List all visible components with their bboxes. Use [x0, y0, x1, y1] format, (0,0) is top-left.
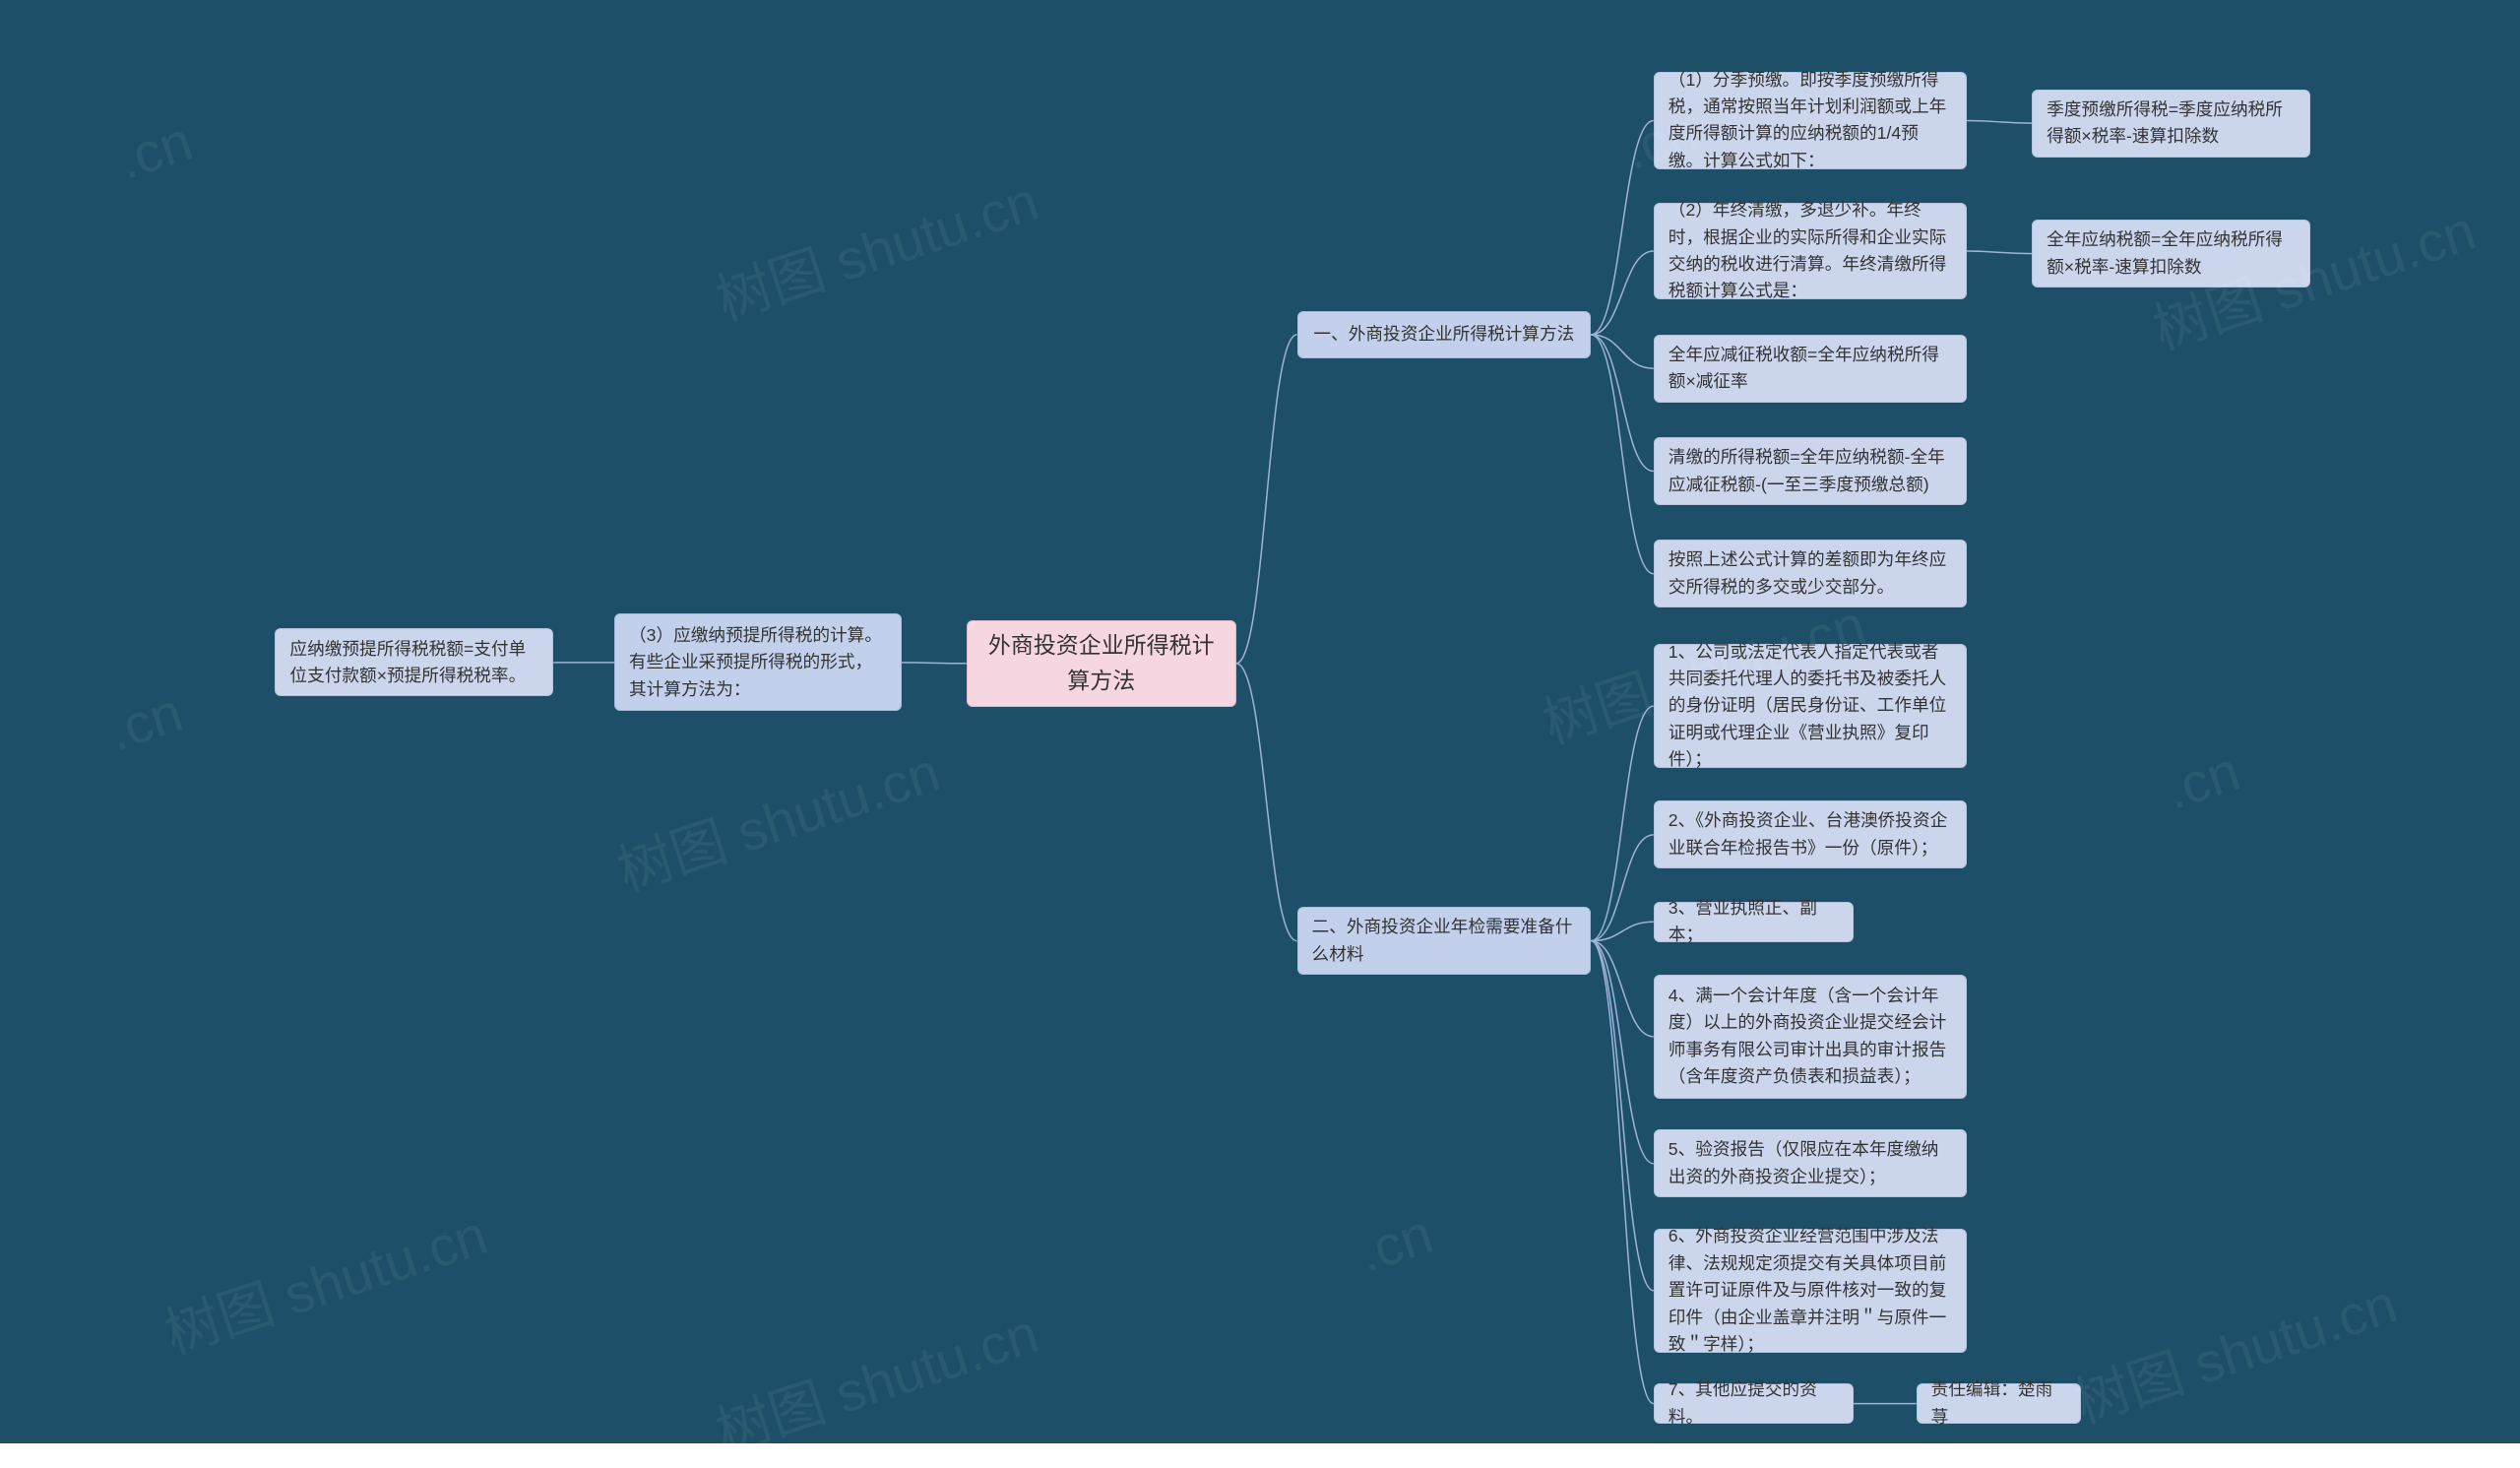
branch-2-item-2: 2、《外商投资企业、台港澳侨投资企业联合年检报告书》一份（原件）；: [1654, 800, 1967, 868]
branch-2-item-3: 3、营业执照正、副本；: [1654, 902, 1854, 942]
watermark: .cn: [1351, 1201, 1440, 1285]
watermark: 树图 shutu.cn: [705, 1290, 1047, 1468]
watermark: .cn: [110, 108, 200, 192]
branch-2-item-7-editor: 责任编辑：楚雨荨: [1917, 1383, 2082, 1424]
branch-2-item-6: 6、外商投资企业经营范围中涉及法律、法规规定须提交有关具体项目前置许可证原件及与…: [1654, 1229, 1967, 1352]
watermark: 树图 shutu.cn: [606, 729, 949, 908]
root-node: 外商投资企业所得税计算方法: [967, 620, 1236, 707]
connection-lines: [0, 0, 2520, 1443]
left-node-3: （3）应缴纳预提所得税的计算。有些企业采预提所得税的形式，其计算方法为：: [614, 613, 902, 711]
branch-1-item-3: 全年应减征税收额=全年应纳税所得额×减征率: [1654, 335, 1967, 403]
branch-1-item-1-formula: 季度预缴所得税=季度应纳税所得额×税率-速算扣除数: [2032, 90, 2310, 158]
watermark: .cn: [100, 679, 190, 763]
watermark: 树图 shutu.cn: [705, 158, 1047, 337]
mindmap-canvas: 外商投资企业所得税计算方法 （3）应缴纳预提所得税的计算。有些企业采预提所得税的…: [0, 0, 2520, 1443]
branch-1-item-4: 清缴的所得税额=全年应纳税额-全年应减征税额-(一至三季度预缴总额): [1654, 437, 1967, 505]
watermark: 树图 shutu.cn: [2063, 1260, 2406, 1439]
branch-2-item-7: 7、其他应提交的资料。: [1654, 1383, 1854, 1424]
branch-1-item-1: （1）分季预缴。即按季度预缴所得税，通常按照当年计划利润额或上年度所得额计算的应…: [1654, 72, 1967, 169]
branch-2-item-5: 5、验资报告（仅限应在本年度缴纳出资的外商投资企业提交）；: [1654, 1129, 1967, 1197]
branch-1-item-5: 按照上述公式计算的差额即为年终应交所得税的多交或少交部分。: [1654, 540, 1967, 607]
watermark: .cn: [2158, 738, 2247, 822]
branch-2: 二、外商投资企业年检需要准备什么材料: [1297, 907, 1592, 975]
branch-2-item-1: 1、公司或法定代表人指定代表或者共同委托代理人的委托书及被委托人的身份证明（居民…: [1654, 644, 1967, 767]
branch-1-item-2: （2）年终清缴，多退少补。年终时，根据企业的实际所得和企业实际交纳的税收进行清算…: [1654, 203, 1967, 300]
branch-1: 一、外商投资企业所得税计算方法: [1297, 311, 1592, 358]
branch-1-item-2-formula: 全年应纳税额=全年应纳税所得额×税率-速算扣除数: [2032, 220, 2310, 287]
branch-2-item-4: 4、满一个会计年度（含一个会计年度）以上的外商投资企业提交经会计师事务有限公司审…: [1654, 975, 1967, 1098]
left-node-3-formula: 应纳缴预提所得税税额=支付单位支付款额×预提所得税税率。: [275, 628, 553, 696]
watermark: 树图 shutu.cn: [154, 1191, 496, 1371]
